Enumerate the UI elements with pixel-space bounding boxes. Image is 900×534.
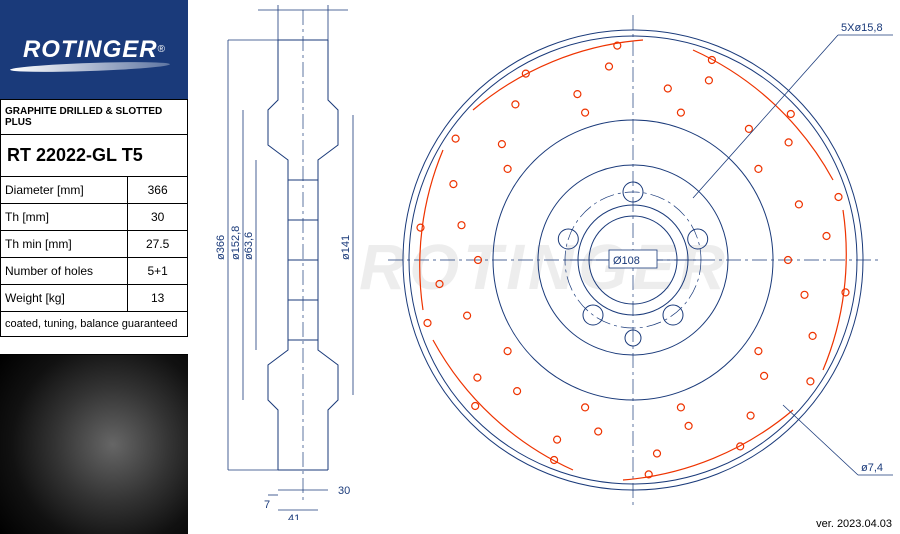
brand-name: ROTINGER — [23, 36, 158, 64]
product-line: GRAPHITE DRILLED & SLOTTED PLUS — [0, 100, 188, 135]
spec-value: 27.5 — [128, 231, 188, 258]
spec-value: 366 — [128, 177, 188, 204]
dim-d366: ø366 — [215, 235, 227, 260]
spec-panel: ROTINGER® GRAPHITE DRILLED & SLOTTED PLU… — [0, 0, 188, 534]
dim-d1528: ø152,8 — [230, 226, 242, 260]
drawing-area: ROTINGER ø366 ø152,8 ø63,6 ø141 30 7 — [188, 0, 900, 534]
dim-bolts: 5Xø15,8 — [841, 22, 883, 34]
spec-value: 13 — [128, 285, 188, 312]
dim-h7: 7 — [264, 499, 270, 511]
table-row: Th [mm]30 — [1, 204, 188, 231]
spec-value: 5+1 — [128, 258, 188, 285]
part-number: RT 22022-GL T5 — [0, 135, 188, 177]
brand-logo: ROTINGER® — [0, 0, 188, 100]
dim-d636: ø63,6 — [243, 232, 255, 260]
spec-table: Diameter [mm]366 Th [mm]30 Th min [mm]27… — [0, 177, 188, 312]
spec-label: Number of holes — [1, 258, 128, 285]
dim-drill: ø7,4 — [861, 462, 883, 474]
disc-photo — [0, 354, 188, 534]
table-row: Th min [mm]27.5 — [1, 231, 188, 258]
spec-label: Weight [kg] — [1, 285, 128, 312]
face-view: Ø108 5Xø15,8 ø7,4 — [383, 5, 900, 525]
spec-label: Th min [mm] — [1, 231, 128, 258]
dim-d141: ø141 — [340, 235, 352, 260]
notes: coated, tuning, balance guaranteed — [0, 312, 188, 337]
table-row: Diameter [mm]366 — [1, 177, 188, 204]
spec-value: 30 — [128, 204, 188, 231]
dim-bcd: Ø108 — [613, 255, 640, 267]
spec-label: Th [mm] — [1, 204, 128, 231]
section-view: ø366 ø152,8 ø63,6 ø141 30 7 41 — [188, 0, 388, 520]
dim-o41: 41 — [288, 513, 300, 520]
table-row: Number of holes5+1 — [1, 258, 188, 285]
dim-t30: 30 — [338, 485, 350, 497]
table-row: Weight [kg]13 — [1, 285, 188, 312]
spec-label: Diameter [mm] — [1, 177, 128, 204]
